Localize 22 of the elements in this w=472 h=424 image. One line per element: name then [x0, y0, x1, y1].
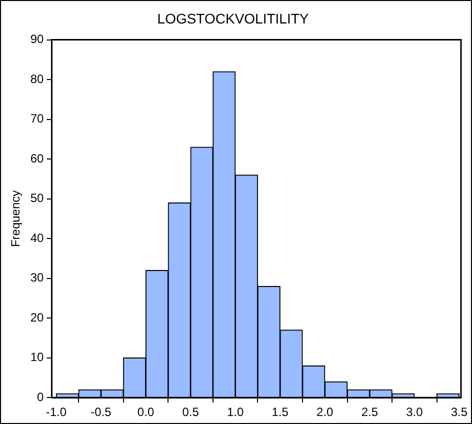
- y-tick-label: 0: [37, 390, 44, 404]
- x-tick-label: 2.5: [361, 405, 378, 420]
- y-tick-label: 60: [30, 151, 44, 166]
- y-tick-label: 20: [30, 310, 44, 324]
- x-tick-label: 3.0: [406, 405, 424, 420]
- y-tick-label: 10: [30, 350, 44, 364]
- x-tick-label: 1.0: [226, 405, 244, 420]
- y-tick-label: 30: [30, 270, 44, 285]
- x-tick-label: 0.5: [182, 405, 200, 420]
- y-tick-label: 80: [30, 72, 44, 86]
- x-tick-label: 3.5: [450, 405, 468, 420]
- x-tick-label: 0.0: [137, 405, 154, 420]
- x-tick-label: -1.0: [46, 405, 67, 420]
- x-tick-label: 1.5: [272, 405, 289, 420]
- x-tick-label: 2.0: [316, 405, 334, 420]
- chart-title: LOGSTOCKVOLITILITY: [157, 10, 310, 26]
- y-tick-label: 40: [30, 230, 44, 245]
- y-tick-label: 90: [30, 32, 44, 46]
- x-tick-label: -0.5: [90, 405, 112, 420]
- y-tick-label: 50: [30, 191, 44, 206]
- y-axis-title: Frequency: [8, 190, 23, 248]
- y-tick-label: 70: [30, 112, 44, 126]
